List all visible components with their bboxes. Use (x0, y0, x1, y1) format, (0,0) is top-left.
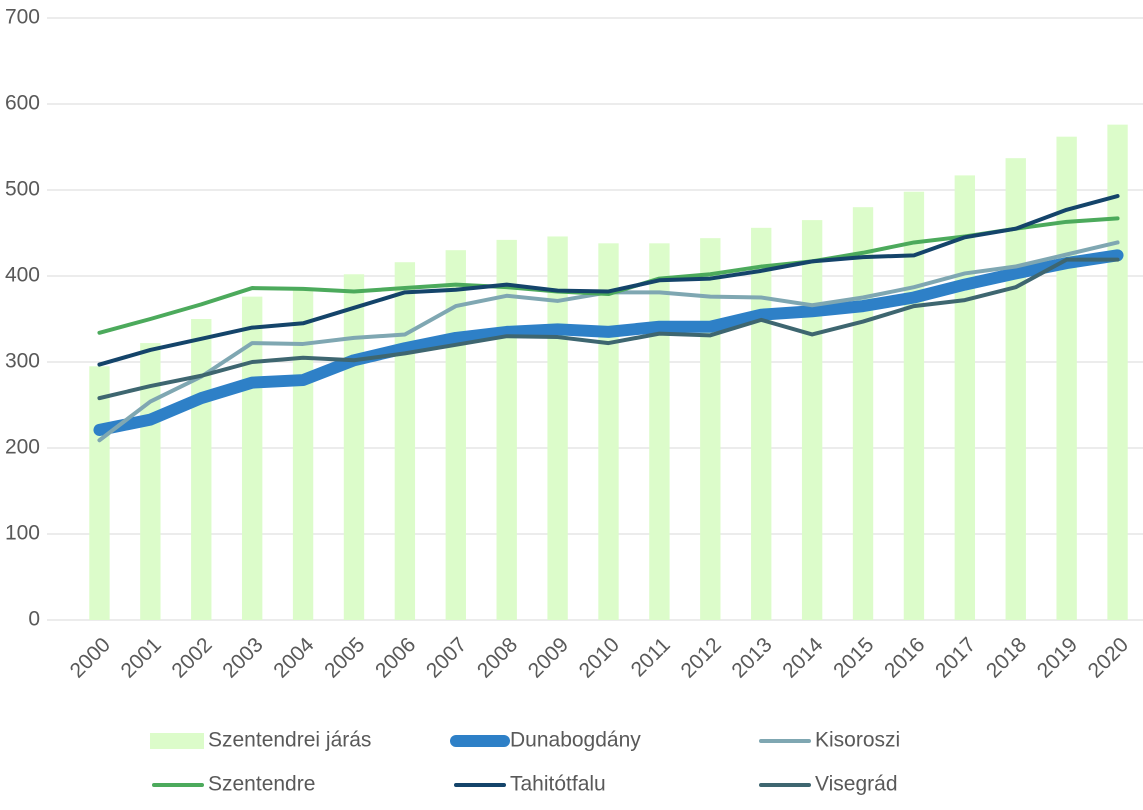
x-tick-label: 2001 (117, 633, 166, 682)
y-tick-label: 300 (5, 350, 40, 373)
x-tick-label: 2009 (524, 633, 573, 682)
x-tick-label: 2014 (778, 633, 828, 683)
bar (852, 207, 874, 620)
x-tick-label: 2007 (422, 633, 471, 682)
y-tick-label: 200 (5, 436, 40, 459)
x-tick-label: 2004 (269, 633, 319, 683)
y-tick-label: 0 (28, 608, 40, 631)
x-tick-label: 2020 (1084, 633, 1133, 682)
bar (1107, 124, 1128, 620)
bar (751, 227, 772, 620)
x-tick-label: 2010 (575, 633, 624, 682)
bar (547, 236, 568, 620)
x-tick-label: 2003 (218, 633, 267, 682)
x-tick-label: 2006 (371, 633, 420, 682)
legend-label: Kisoroszi (815, 729, 900, 752)
legend-label: Tahitótfalu (510, 773, 606, 796)
bar (598, 243, 619, 620)
legend-label: Dunabogdány (510, 729, 641, 752)
bar (649, 243, 670, 620)
bar (801, 220, 823, 620)
bar (191, 319, 212, 620)
legend-swatch (150, 733, 204, 749)
x-tick-label: 2019 (1033, 633, 1082, 682)
y-tick-label: 500 (5, 178, 40, 201)
line (97, 257, 1120, 401)
line (97, 216, 1120, 335)
x-tick-label: 2011 (627, 633, 675, 681)
line (93, 249, 1124, 436)
legend-label: Szentendrei járás (208, 729, 371, 752)
x-tick-label: 2008 (473, 633, 522, 682)
y-tick-label: 400 (5, 264, 40, 287)
x-tick-label: 2013 (727, 633, 776, 682)
x-tick-label: 2012 (676, 633, 725, 682)
y-tick-label: 700 (5, 6, 40, 29)
x-tick-label: 2018 (982, 633, 1031, 682)
y-tick-label: 600 (5, 92, 40, 115)
x-tick-label: 2015 (829, 633, 878, 682)
bar (954, 175, 976, 620)
bar (394, 262, 416, 620)
bar (343, 274, 365, 620)
bar (89, 366, 110, 620)
bar (292, 288, 314, 620)
x-tick-label: 2002 (167, 633, 216, 682)
x-tick-label: 2017 (931, 633, 980, 682)
y-tick-label: 100 (5, 522, 40, 545)
legend-label: Visegrád (815, 773, 898, 796)
line (97, 194, 1120, 367)
legend-label: Szentendre (208, 773, 315, 796)
x-tick-label: 2016 (880, 633, 929, 682)
x-tick-label: 2005 (320, 633, 369, 682)
x-tick-label: 2000 (66, 633, 115, 682)
